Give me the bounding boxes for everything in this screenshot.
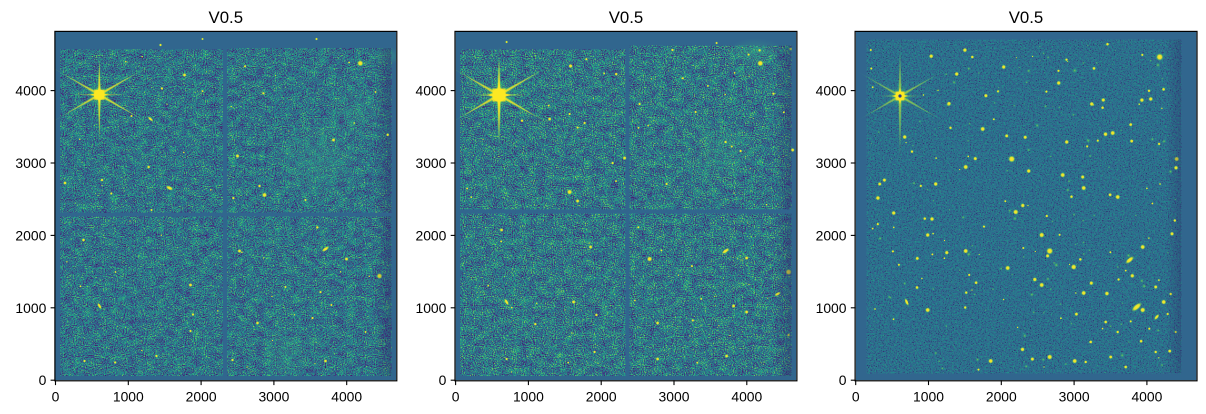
svg-text:2000: 2000 [415, 227, 446, 243]
svg-text:1000: 1000 [415, 300, 446, 316]
svg-text:4000: 4000 [331, 388, 362, 404]
svg-text:4000: 4000 [731, 388, 762, 404]
svg-text:V0.5: V0.5 [609, 8, 644, 27]
svg-text:2000: 2000 [186, 388, 217, 404]
svg-text:3000: 3000 [659, 388, 690, 404]
svg-text:1000: 1000 [913, 388, 944, 404]
svg-text:2000: 2000 [15, 227, 46, 243]
svg-text:3000: 3000 [1059, 388, 1090, 404]
svg-text:4000: 4000 [415, 83, 446, 99]
svg-text:4000: 4000 [1131, 388, 1162, 404]
svg-text:2000: 2000 [986, 388, 1017, 404]
svg-text:3000: 3000 [816, 155, 847, 171]
svg-text:0: 0 [452, 388, 460, 404]
svg-text:1000: 1000 [15, 300, 46, 316]
svg-text:1000: 1000 [816, 300, 847, 316]
svg-text:0: 0 [839, 372, 847, 388]
svg-text:1000: 1000 [513, 388, 544, 404]
svg-text:0: 0 [852, 388, 860, 404]
svg-text:0: 0 [52, 388, 60, 404]
svg-text:4000: 4000 [816, 83, 847, 99]
svg-text:0: 0 [39, 372, 47, 388]
svg-text:3000: 3000 [415, 155, 446, 171]
svg-text:0: 0 [439, 372, 447, 388]
svg-text:3000: 3000 [15, 155, 46, 171]
svg-text:3000: 3000 [258, 388, 289, 404]
svg-text:4000: 4000 [15, 83, 46, 99]
svg-text:2000: 2000 [586, 388, 617, 404]
svg-text:V0.5: V0.5 [209, 8, 244, 27]
svg-text:V0.5: V0.5 [1009, 8, 1044, 27]
svg-text:1000: 1000 [113, 388, 144, 404]
svg-text:2000: 2000 [816, 227, 847, 243]
